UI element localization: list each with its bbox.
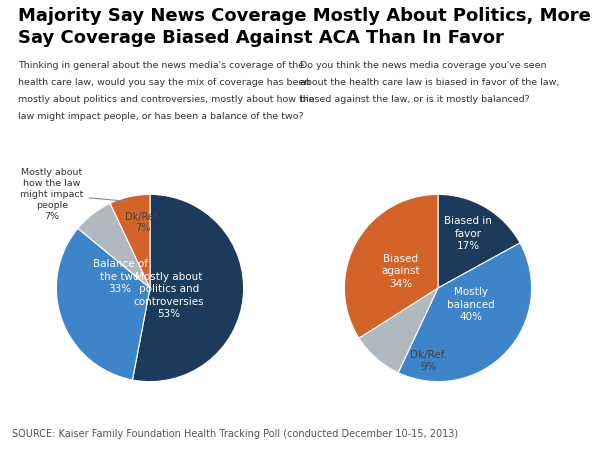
Text: mostly about politics and controversies, mostly about how the: mostly about politics and controversies,… [18, 95, 314, 104]
Wedge shape [133, 194, 244, 382]
Wedge shape [344, 194, 438, 338]
Wedge shape [110, 194, 150, 288]
Text: biased against the law, or is it mostly balanced?: biased against the law, or is it mostly … [300, 95, 530, 104]
Text: Say Coverage Biased Against ACA Than In Favor: Say Coverage Biased Against ACA Than In … [18, 29, 504, 47]
Text: Biased in
favor
17%: Biased in favor 17% [444, 216, 492, 251]
Text: Balance of
the two
33%: Balance of the two 33% [92, 259, 148, 294]
Text: Mostly
balanced
40%: Mostly balanced 40% [447, 288, 494, 322]
Wedge shape [78, 203, 150, 288]
Wedge shape [56, 228, 150, 380]
Text: Mostly about
politics and
controversies
53%: Mostly about politics and controversies … [133, 272, 204, 319]
Text: Majority Say News Coverage Mostly About Politics, More: Majority Say News Coverage Mostly About … [18, 7, 591, 25]
Text: Biased
against
34%: Biased against 34% [381, 254, 420, 288]
Text: Thinking in general about the news media's coverage of the: Thinking in general about the news media… [18, 61, 304, 70]
Wedge shape [359, 288, 438, 373]
Text: law might impact people, or has been a balance of the two?: law might impact people, or has been a b… [18, 112, 304, 121]
Wedge shape [438, 194, 520, 288]
Text: health care law, would you say the mix of coverage has been: health care law, would you say the mix o… [18, 78, 310, 87]
Wedge shape [398, 243, 532, 382]
Text: Dk/Ref.
7%: Dk/Ref. 7% [125, 212, 160, 233]
Text: about the health care law is biased in favor of the law,: about the health care law is biased in f… [300, 78, 559, 87]
Text: FOUNDATION: FOUNDATION [519, 421, 576, 430]
Text: Mostly about
how the law
might impact
people
7%: Mostly about how the law might impact pe… [20, 168, 130, 221]
Text: Do you think the news media coverage you've seen: Do you think the news media coverage you… [300, 61, 547, 70]
Text: SOURCE: Kaiser Family Foundation Health Tracking Poll (conducted December 10-15,: SOURCE: Kaiser Family Foundation Health … [12, 429, 458, 439]
Text: KAISER FAMILY: KAISER FAMILY [510, 410, 585, 419]
Text: Dk/Ref.
9%: Dk/Ref. 9% [410, 350, 447, 372]
Text: THE HENRY J.: THE HENRY J. [530, 400, 565, 405]
